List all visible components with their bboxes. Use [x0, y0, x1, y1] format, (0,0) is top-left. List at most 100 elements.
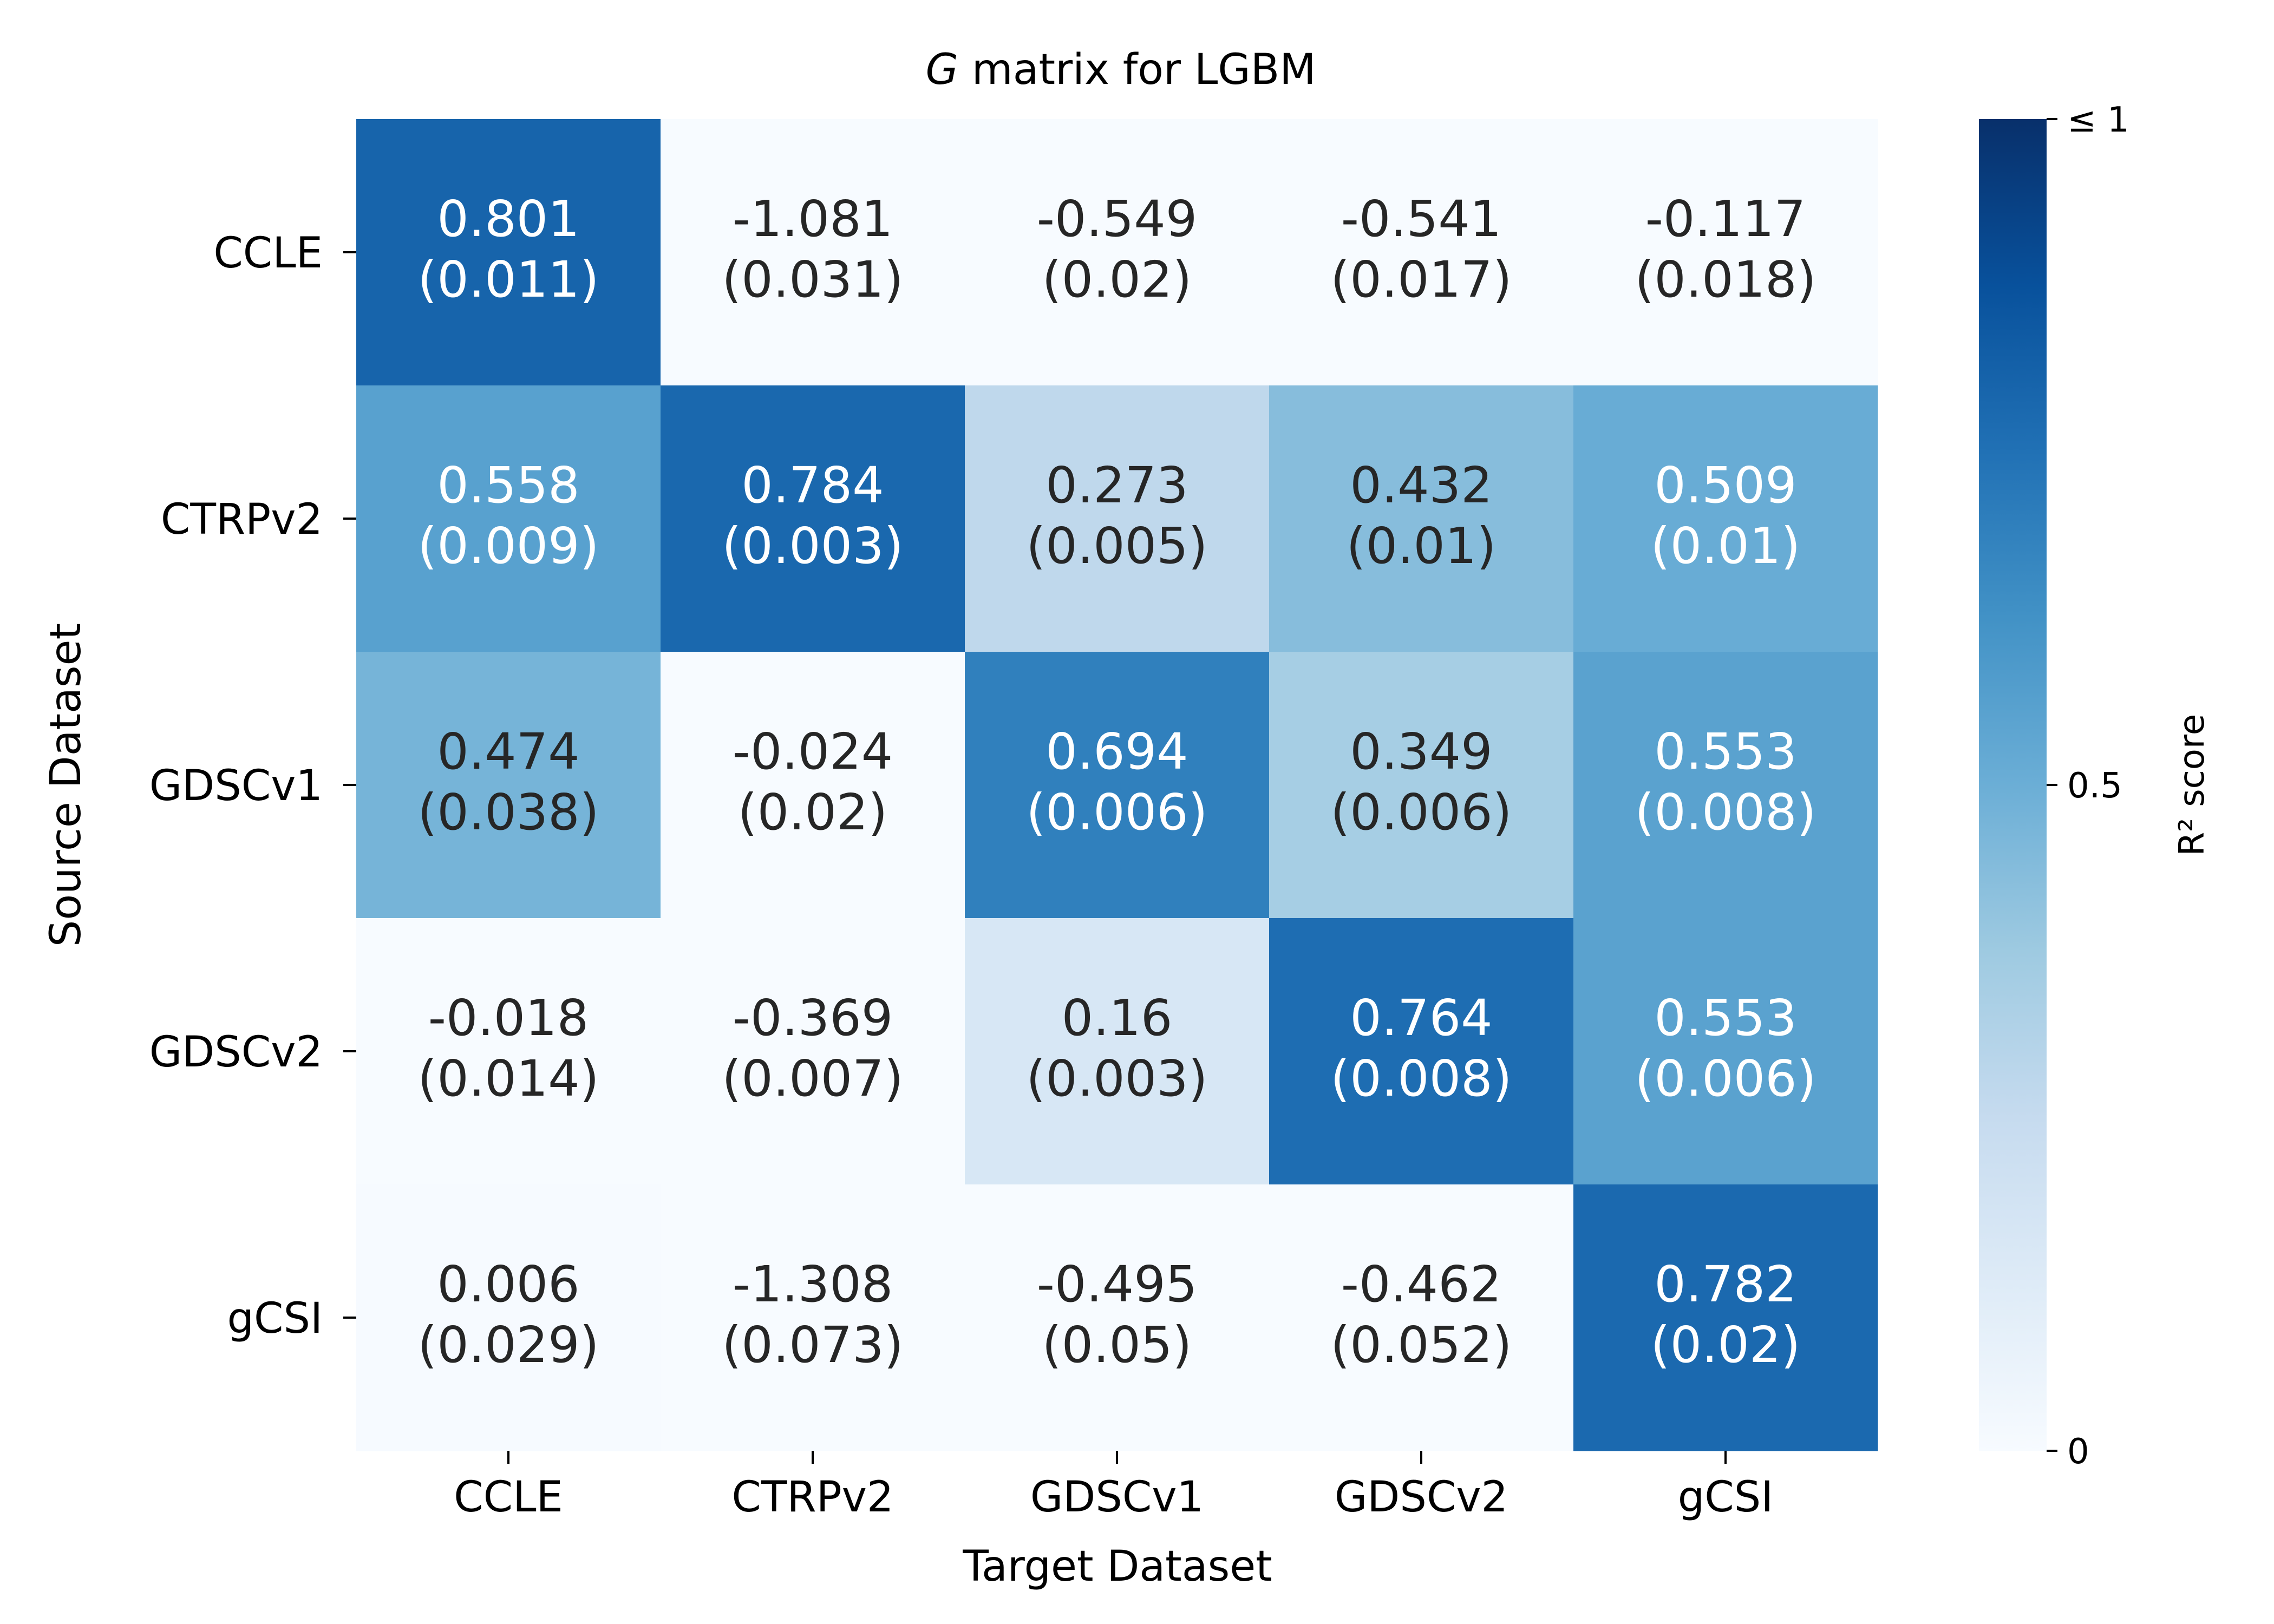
y-tick-label: gCSI [227, 1294, 323, 1343]
cell-value-label: 0.16 [1062, 989, 1173, 1047]
heatmap-cell [356, 918, 661, 1185]
heatmap-cell [1573, 119, 1878, 386]
cell-std-label: (0.031) [722, 251, 903, 309]
cell-value-label: -0.117 [1645, 190, 1806, 248]
cell-std-label: (0.05) [1042, 1316, 1192, 1374]
heatmap-cell [661, 1184, 965, 1451]
cell-value-label: 0.553 [1654, 989, 1796, 1047]
heatmap-cells [356, 119, 1878, 1451]
colorbar-tick-label: ≤ 1 [2067, 100, 2129, 140]
cell-value-label: 0.553 [1654, 723, 1796, 781]
cell-std-label: (0.038) [417, 783, 599, 841]
heatmap-cell [661, 385, 965, 652]
y-tick-label: GDSCv1 [149, 762, 323, 810]
cell-value-label: 0.694 [1045, 723, 1188, 781]
heatmap-cell [1573, 1184, 1878, 1451]
cell-value-label: -1.308 [733, 1255, 893, 1313]
heatmap-cell [1573, 385, 1878, 652]
cell-std-label: (0.029) [417, 1316, 599, 1374]
y-tick-label: GDSCv2 [149, 1028, 323, 1077]
heatmap-cell [1269, 1184, 1574, 1451]
cell-std-label: (0.006) [1330, 783, 1512, 841]
cell-std-label: (0.02) [738, 783, 888, 841]
cell-value-label: 0.349 [1350, 723, 1492, 781]
cell-value-label: 0.273 [1045, 456, 1188, 514]
x-tick-label: CTRPv2 [731, 1473, 893, 1522]
heatmap-cell [1573, 918, 1878, 1185]
colorbar-label: R² score [2172, 714, 2212, 856]
heatmap-cell [356, 119, 661, 386]
cell-value-label: 0.509 [1654, 456, 1796, 514]
heatmap-cell [965, 652, 1270, 919]
cell-std-label: (0.01) [1651, 517, 1801, 575]
cell-std-label: (0.01) [1347, 517, 1497, 575]
cell-value-label: 0.764 [1350, 989, 1492, 1047]
cell-std-label: (0.02) [1651, 1316, 1801, 1374]
heatmap-cell [356, 1184, 661, 1451]
colorbar-ticks: 0 0.5 ≤ 1 [2047, 100, 2129, 1472]
cell-std-label: (0.073) [722, 1316, 903, 1374]
x-axis-label: Target Dataset [962, 1542, 1272, 1591]
cell-value-label: 0.784 [741, 456, 884, 514]
y-axis-ticks: CCLE CTRPv2 GDSCv1 GDSCv2 gCSI [149, 229, 356, 1343]
cell-value-label: -0.541 [1341, 190, 1502, 248]
heatmap-cell [356, 385, 661, 652]
cell-std-label: (0.007) [722, 1050, 903, 1108]
cell-std-label: (0.003) [722, 517, 903, 575]
cell-value-label: -0.018 [428, 989, 589, 1047]
cell-std-label: (0.052) [1330, 1316, 1512, 1374]
heatmap-cell [1269, 385, 1574, 652]
heatmap-cell [965, 918, 1270, 1185]
cell-value-label: -0.495 [1037, 1255, 1198, 1313]
chart-title-italic: G [925, 45, 958, 94]
y-tick-label: CTRPv2 [161, 495, 323, 544]
cell-std-label: (0.005) [1026, 517, 1207, 575]
chart-title: G matrix for LGBM [925, 45, 1316, 94]
cell-value-label: 0.782 [1654, 1255, 1796, 1313]
x-tick-label: GDSCv2 [1335, 1473, 1508, 1522]
heatmap-cell [1269, 119, 1574, 386]
y-tick-label: CCLE [213, 229, 323, 278]
heatmap-cell [1269, 652, 1574, 919]
heatmap-cell [661, 119, 965, 386]
cell-value-label: 0.006 [437, 1255, 579, 1313]
cell-std-label: (0.006) [1635, 1050, 1816, 1108]
cell-value-label: 0.801 [437, 190, 579, 248]
heatmap-cell [356, 652, 661, 919]
colorbar [1979, 119, 2047, 1451]
cell-value-label: -0.462 [1341, 1255, 1502, 1313]
cell-value-label: 0.432 [1350, 456, 1492, 514]
heatmap-cell [661, 652, 965, 919]
x-tick-label: GDSCv1 [1030, 1473, 1204, 1522]
cell-value-label: 0.558 [437, 456, 579, 514]
cell-std-label: (0.006) [1026, 783, 1207, 841]
cell-value-label: -0.024 [733, 723, 893, 781]
cell-std-label: (0.009) [417, 517, 599, 575]
cell-std-label: (0.017) [1330, 251, 1512, 309]
cell-value-label: -1.081 [733, 190, 893, 248]
colorbar-tick-label: 0 [2067, 1432, 2089, 1472]
cell-value-label: -0.549 [1037, 190, 1198, 248]
cell-value-label: -0.369 [733, 989, 893, 1047]
cell-std-label: (0.003) [1026, 1050, 1207, 1108]
heatmap-cell [965, 119, 1270, 386]
chart-title-rest: matrix for LGBM [958, 45, 1316, 94]
heatmap-cell [965, 385, 1270, 652]
heatmap-cell [1573, 652, 1878, 919]
x-tick-label: gCSI [1678, 1473, 1774, 1522]
cell-std-label: (0.014) [417, 1050, 599, 1108]
x-tick-label: CCLE [454, 1473, 563, 1522]
cell-annotations: 0.801(0.011)-1.081(0.031)-0.549(0.02)-0.… [417, 190, 1816, 1374]
cell-std-label: (0.02) [1042, 251, 1192, 309]
cell-std-label: (0.008) [1635, 783, 1816, 841]
heatmap-cell [661, 918, 965, 1185]
cell-std-label: (0.011) [417, 251, 599, 309]
cell-value-label: 0.474 [437, 723, 579, 781]
heatmap-cell [1269, 918, 1574, 1185]
x-axis-ticks: CCLE CTRPv2 GDSCv1 GDSCv2 gCSI [454, 1451, 1773, 1522]
heatmap-cell [965, 1184, 1270, 1451]
colorbar-tick-label: 0.5 [2067, 766, 2122, 806]
y-axis-label: Source Dataset [42, 623, 90, 947]
cell-std-label: (0.008) [1330, 1050, 1512, 1108]
